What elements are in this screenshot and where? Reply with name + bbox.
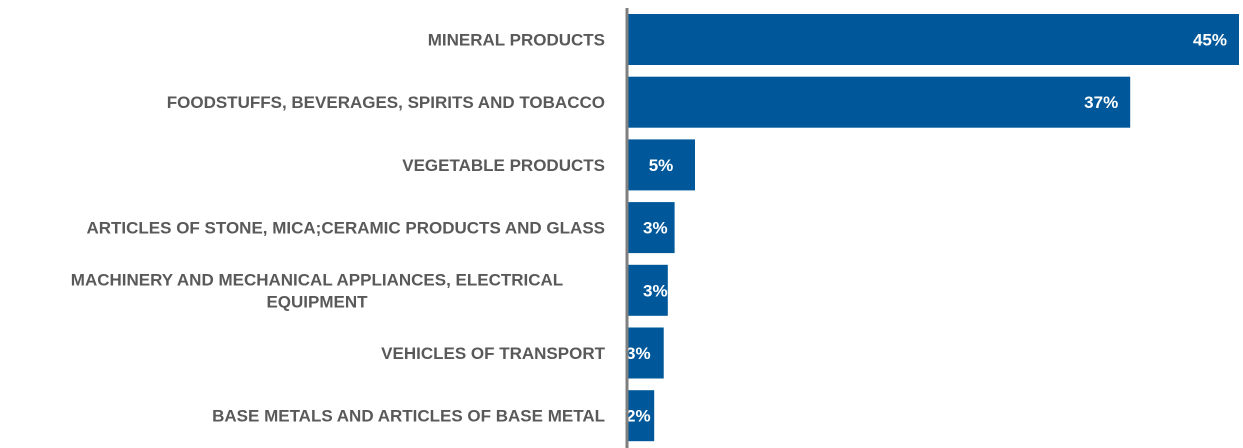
value-label-1: 45% <box>1193 31 1227 50</box>
value-label-3: 5% <box>649 156 674 175</box>
category-label-3: VEGETABLE PRODUCTS <box>402 156 605 175</box>
category-label-line: ARTICLES OF STONE, MICA;CERAMIC PRODUCTS… <box>86 219 605 238</box>
category-label-line: MACHINERY AND MECHANICAL APPLIANCES, ELE… <box>71 270 563 289</box>
category-label-2: FOODSTUFFS, BEVERAGES, SPIRITS AND TOBAC… <box>167 93 605 112</box>
category-label-line: EQUIPMENT <box>266 292 368 311</box>
category-label-6: VEHICLES OF TRANSPORT <box>381 344 605 363</box>
value-label-2: 37% <box>1084 93 1118 112</box>
category-label-line: MINERAL PRODUCTS <box>428 31 605 50</box>
value-label-7: 2% <box>626 407 651 426</box>
value-label-6: 3% <box>626 344 651 363</box>
category-label-line: VEGETABLE PRODUCTS <box>402 156 605 175</box>
bars-group <box>627 14 1239 442</box>
category-label-4: ARTICLES OF STONE, MICA;CERAMIC PRODUCTS… <box>86 219 605 238</box>
category-label-line: VEHICLES OF TRANSPORT <box>381 344 605 363</box>
bar-5 <box>627 264 668 316</box>
category-label-5: MACHINERY AND MECHANICAL APPLIANCES, ELE… <box>71 270 563 311</box>
bar-3 <box>627 139 695 191</box>
category-label-7: BASE METALS AND ARTICLES OF BASE METAL <box>212 407 605 426</box>
bar-4 <box>627 202 675 254</box>
category-label-line: BASE METALS AND ARTICLES OF BASE METAL <box>212 407 605 426</box>
category-labels-group: MINERAL PRODUCTS FOODSTUFFS, BEVERAGES, S… <box>71 31 606 426</box>
bar-2 <box>627 76 1131 128</box>
bar-1 <box>627 14 1239 65</box>
category-label-line: FOODSTUFFS, BEVERAGES, SPIRITS AND TOBAC… <box>167 93 605 112</box>
category-label-1: MINERAL PRODUCTS <box>428 31 605 50</box>
bar-7 <box>627 390 655 442</box>
value-label-4: 3% <box>643 219 668 238</box>
value-label-5: 3% <box>643 281 668 300</box>
value-labels-group: 45% 37% 5% 3% 3% 3% 2% <box>626 31 1227 426</box>
bar-6 <box>627 327 664 379</box>
